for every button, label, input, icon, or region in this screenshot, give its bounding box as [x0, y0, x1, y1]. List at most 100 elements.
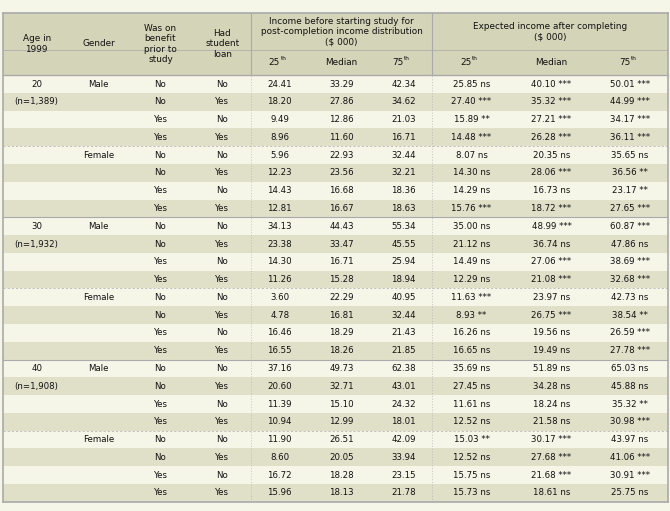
Text: 14.48 ***: 14.48 *** [452, 133, 492, 142]
Text: 21.08 ***: 21.08 *** [531, 275, 572, 284]
Text: th: th [281, 56, 286, 61]
Text: Yes: Yes [153, 417, 168, 426]
Text: Income before starting study for
post-completion income distribution
($ 000): Income before starting study for post-co… [261, 16, 423, 47]
Text: 8.60: 8.60 [270, 453, 289, 462]
Text: 18.13: 18.13 [330, 489, 354, 497]
Text: 12.29 ns: 12.29 ns [453, 275, 490, 284]
Text: 20.05: 20.05 [330, 453, 354, 462]
Bar [3, 182, 668, 200]
Text: 15.10: 15.10 [330, 400, 354, 408]
Text: Yes: Yes [216, 489, 229, 497]
Text: 30.17 ***: 30.17 *** [531, 435, 572, 444]
Text: No: No [155, 382, 166, 391]
Text: 20: 20 [31, 80, 42, 88]
Bar [3, 75, 668, 93]
Bar [3, 93, 668, 111]
Text: Yes: Yes [153, 489, 168, 497]
Text: Yes: Yes [153, 204, 168, 213]
Text: 11.90: 11.90 [267, 435, 292, 444]
Text: 12.99: 12.99 [330, 417, 354, 426]
Text: 30: 30 [31, 222, 42, 231]
Text: No: No [155, 364, 166, 373]
Text: 16.71: 16.71 [391, 133, 416, 142]
Text: No: No [216, 151, 228, 159]
Text: 44.99 ***: 44.99 *** [610, 97, 650, 106]
Text: 16.65 ns: 16.65 ns [453, 346, 490, 355]
Text: 32.21: 32.21 [391, 169, 416, 177]
Text: 27.78 ***: 27.78 *** [610, 346, 650, 355]
Text: 37.16: 37.16 [267, 364, 292, 373]
Text: Yes: Yes [153, 133, 168, 142]
Text: 15.89 **: 15.89 ** [454, 115, 489, 124]
Text: No: No [155, 222, 166, 231]
Text: No: No [216, 471, 228, 480]
Text: Yes: Yes [153, 329, 168, 337]
Text: 18.36: 18.36 [391, 186, 416, 195]
Text: 65.03 ns: 65.03 ns [612, 364, 649, 373]
Text: 16.55: 16.55 [267, 346, 292, 355]
Text: th: th [404, 56, 410, 61]
Text: 23.15: 23.15 [391, 471, 416, 480]
Text: 30.91 ***: 30.91 *** [610, 471, 650, 480]
Text: 16.67: 16.67 [330, 204, 354, 213]
Bar [3, 235, 668, 253]
Bar [3, 360, 668, 377]
Text: 16.26 ns: 16.26 ns [453, 329, 490, 337]
Text: 21.78: 21.78 [391, 489, 416, 497]
Text: Female: Female [83, 435, 114, 444]
Text: No: No [155, 435, 166, 444]
Text: 32.44: 32.44 [391, 151, 416, 159]
Text: 11.60: 11.60 [330, 133, 354, 142]
Text: 14.29 ns: 14.29 ns [453, 186, 490, 195]
Text: 18.26: 18.26 [330, 346, 354, 355]
Text: Male: Male [88, 364, 109, 373]
Text: 21.43: 21.43 [391, 329, 416, 337]
Text: 27.21 ***: 27.21 *** [531, 115, 572, 124]
Text: 27.65 ***: 27.65 *** [610, 204, 650, 213]
Text: 22.29: 22.29 [330, 293, 354, 302]
Text: 25: 25 [269, 58, 280, 67]
Bar [3, 111, 668, 128]
Text: 22.93: 22.93 [330, 151, 354, 159]
Text: 21.12 ns: 21.12 ns [453, 240, 490, 248]
Bar [3, 306, 668, 324]
Text: 44.43: 44.43 [330, 222, 354, 231]
Text: 45.55: 45.55 [391, 240, 416, 248]
Text: 23.17 **: 23.17 ** [612, 186, 648, 195]
Text: Yes: Yes [153, 115, 168, 124]
Text: No: No [155, 453, 166, 462]
Text: 47.86 ns: 47.86 ns [612, 240, 649, 248]
Text: 50.01 ***: 50.01 *** [610, 80, 650, 88]
Text: 16.71: 16.71 [330, 258, 354, 266]
Text: 62.38: 62.38 [391, 364, 416, 373]
Text: 15.76 ***: 15.76 *** [452, 204, 492, 213]
Bar [3, 253, 668, 271]
Text: Had
student
loan: Had student loan [205, 29, 240, 59]
Text: 20.60: 20.60 [267, 382, 292, 391]
Text: 45.88 ns: 45.88 ns [612, 382, 649, 391]
Text: 34.28 ns: 34.28 ns [533, 382, 570, 391]
Text: 16.68: 16.68 [330, 186, 354, 195]
Text: 32.71: 32.71 [330, 382, 354, 391]
Text: 40: 40 [31, 364, 42, 373]
Text: 11.63 ***: 11.63 *** [452, 293, 492, 302]
Text: 27.68 ***: 27.68 *** [531, 453, 572, 462]
Text: 75: 75 [619, 58, 630, 67]
Text: 23.56: 23.56 [330, 169, 354, 177]
Text: 35.65 ns: 35.65 ns [612, 151, 649, 159]
Text: 30.98 ***: 30.98 *** [610, 417, 650, 426]
Text: 8.96: 8.96 [270, 133, 289, 142]
Bar [3, 466, 668, 484]
Text: 36.11 ***: 36.11 *** [610, 133, 650, 142]
Text: (n=1,389): (n=1,389) [15, 97, 58, 106]
Text: No: No [216, 329, 228, 337]
Text: No: No [216, 400, 228, 408]
Text: 12.81: 12.81 [267, 204, 292, 213]
Text: 27.45 ns: 27.45 ns [453, 382, 490, 391]
Text: 12.52 ns: 12.52 ns [453, 453, 490, 462]
Text: 35.32 ***: 35.32 *** [531, 97, 572, 106]
Text: 75: 75 [393, 58, 403, 67]
Text: 35.69 ns: 35.69 ns [453, 364, 490, 373]
Text: 25.85 ns: 25.85 ns [453, 80, 490, 88]
Text: (n=1,932): (n=1,932) [15, 240, 58, 248]
